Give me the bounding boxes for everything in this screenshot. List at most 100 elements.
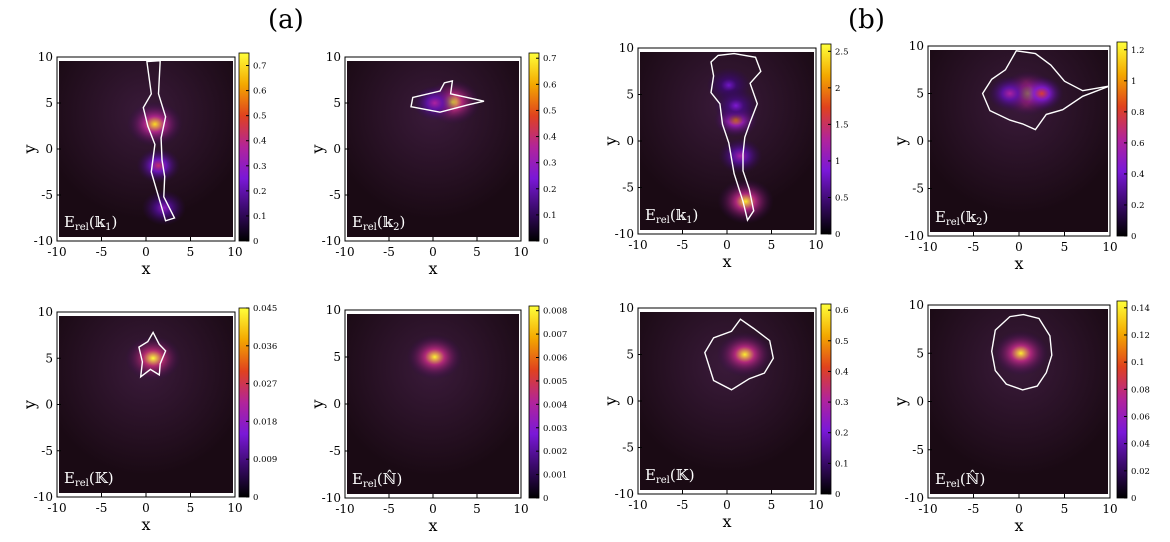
colorbar-tick-label: 0.001: [543, 471, 567, 481]
colorbar: [1116, 300, 1128, 499]
x-tick-label: -10: [628, 238, 647, 252]
label-sub: rel: [75, 222, 89, 233]
heatmap-peak: [406, 334, 463, 380]
y-tick-label: 0: [45, 142, 53, 156]
colorbar-tick-label: 0.2: [543, 185, 557, 195]
y-axis-label: y: [20, 400, 39, 410]
x-tick-label: -5: [96, 245, 108, 259]
y-tick-label: -10: [615, 487, 634, 501]
contour-line: [138, 330, 167, 379]
x-tick-label: 5: [473, 502, 481, 516]
y-axis-label: y: [20, 144, 39, 154]
y-tick-label: -10: [905, 229, 924, 243]
x-tick-label: -10: [47, 501, 66, 515]
y-tick-label: -5: [912, 443, 924, 457]
label-sub: rel: [363, 222, 377, 233]
colorbar: [238, 307, 250, 498]
colorbar-tick-label: 0.04: [1131, 440, 1150, 450]
y-tick-label: 5: [916, 87, 924, 101]
label-close: ): [111, 213, 117, 231]
colorbar-tick-label: 0.5: [835, 193, 849, 203]
colorbar-tick-label: 2.5: [835, 47, 849, 57]
colorbar: [820, 303, 832, 495]
x-tick-label: 10: [227, 245, 242, 259]
colorbar-tick-label: 0.4: [253, 137, 267, 147]
label-arg: (𝕂: [89, 469, 109, 487]
heatmap-peak: [992, 330, 1049, 376]
y-tick-label: -5: [329, 188, 341, 202]
colorbar-tick-label: 0: [253, 237, 258, 247]
x-tick-label: 10: [1102, 240, 1117, 254]
x-tick-label: 0: [723, 498, 731, 512]
colorbar-tick-label: 0.3: [543, 159, 557, 169]
y-tick-label: 0: [626, 134, 634, 148]
colorbar-tick-label: 0.036: [253, 342, 277, 352]
colorbar-tick-label: 0: [543, 237, 548, 247]
label-arg-sub: 2: [976, 217, 982, 228]
x-tick-label: 5: [187, 501, 195, 515]
y-tick-label: 0: [916, 395, 924, 409]
heatmap-peak: [141, 190, 186, 226]
colorbar-tick-label: 0.007: [543, 330, 567, 340]
colorbar-tick-label: 2: [835, 84, 840, 94]
x-axis-label: x: [428, 259, 437, 278]
y-tick-label: 0: [45, 398, 53, 412]
panel-quantity-label: Erel(𝕂): [645, 466, 695, 486]
heatmap-peak: [987, 75, 1032, 112]
label-main: E: [352, 470, 363, 488]
colorbar-tick-label: 0.005: [543, 377, 567, 387]
y-tick-label: 0: [626, 394, 634, 408]
colorbar-tick-label: 0.009: [253, 455, 277, 465]
colorbar-tick-label: 0.004: [543, 400, 567, 410]
x-tick-label: 10: [513, 502, 528, 516]
y-tick-label: -5: [329, 444, 341, 458]
colorbar-tick-label: 0: [253, 493, 258, 503]
x-tick-label: -10: [335, 245, 354, 259]
label-arg-sub: 1: [686, 215, 692, 226]
colorbar-tick-label: 0.14: [1131, 304, 1150, 314]
y-tick-label: 0: [333, 142, 341, 156]
colorbar-tick-label: 0.2: [835, 429, 849, 439]
colorbar: [1116, 41, 1128, 237]
x-tick-label: -5: [96, 501, 108, 515]
colorbar-tick-label: 0.3: [835, 398, 849, 408]
label-main: E: [645, 466, 656, 484]
label-arg-sub: 1: [105, 222, 111, 233]
x-tick-label: 5: [768, 498, 776, 512]
x-tick-label: 10: [227, 501, 242, 515]
heatmap-peak: [412, 85, 457, 121]
label-close: ): [689, 466, 695, 484]
y-axis-label: y: [601, 396, 620, 406]
x-tick-label: -10: [918, 502, 937, 516]
colorbar-tick-label: 0.008: [543, 307, 567, 317]
y-tick-label: 10: [326, 50, 341, 64]
label-arg: (𝕜: [377, 213, 394, 231]
colorbar-tick-label: 0.018: [253, 417, 277, 427]
heatmap-peak: [718, 138, 763, 174]
x-tick-label: 0: [142, 245, 150, 259]
contour-line: [410, 79, 485, 113]
label-close: ): [692, 206, 698, 224]
y-tick-label: -5: [41, 444, 53, 458]
panel-quantity-label: Erel(𝕜2): [935, 208, 988, 228]
heatmap-panel: -10 -5 0 5 10 10 5 0 -5 -10 x y Erel(ℕ̂) 0.14 0.12 0.1 0…: [891, 298, 1150, 535]
x-tick-label: -5: [968, 240, 980, 254]
x-tick-label: 0: [723, 238, 731, 252]
contour-line: [142, 59, 176, 222]
colorbar-tick-label: 0: [835, 490, 840, 500]
x-tick-label: -5: [677, 238, 689, 252]
panel-quantity-label: Erel(𝕂): [64, 469, 114, 489]
y-tick-label: 10: [38, 50, 53, 64]
x-tick-label: -10: [47, 245, 66, 259]
x-tick-label: 10: [1102, 502, 1117, 516]
label-close: ): [982, 208, 988, 226]
label-sub: rel: [75, 478, 89, 489]
colorbar-tick-label: 1.5: [835, 120, 849, 130]
label-main: E: [64, 213, 75, 231]
colorbar-tick-label: 0.045: [253, 304, 277, 314]
panel-quantity-label: Erel(𝕜1): [64, 213, 117, 233]
x-tick-label: -10: [335, 502, 354, 516]
colorbar-tick-label: 0.2: [1131, 201, 1145, 211]
panel-quantity-label: Erel(𝕜1): [645, 206, 698, 226]
